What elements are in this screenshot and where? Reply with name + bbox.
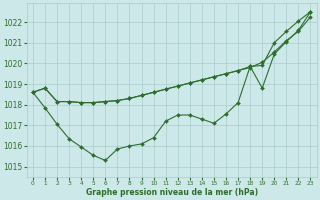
X-axis label: Graphe pression niveau de la mer (hPa): Graphe pression niveau de la mer (hPa) bbox=[86, 188, 258, 197]
